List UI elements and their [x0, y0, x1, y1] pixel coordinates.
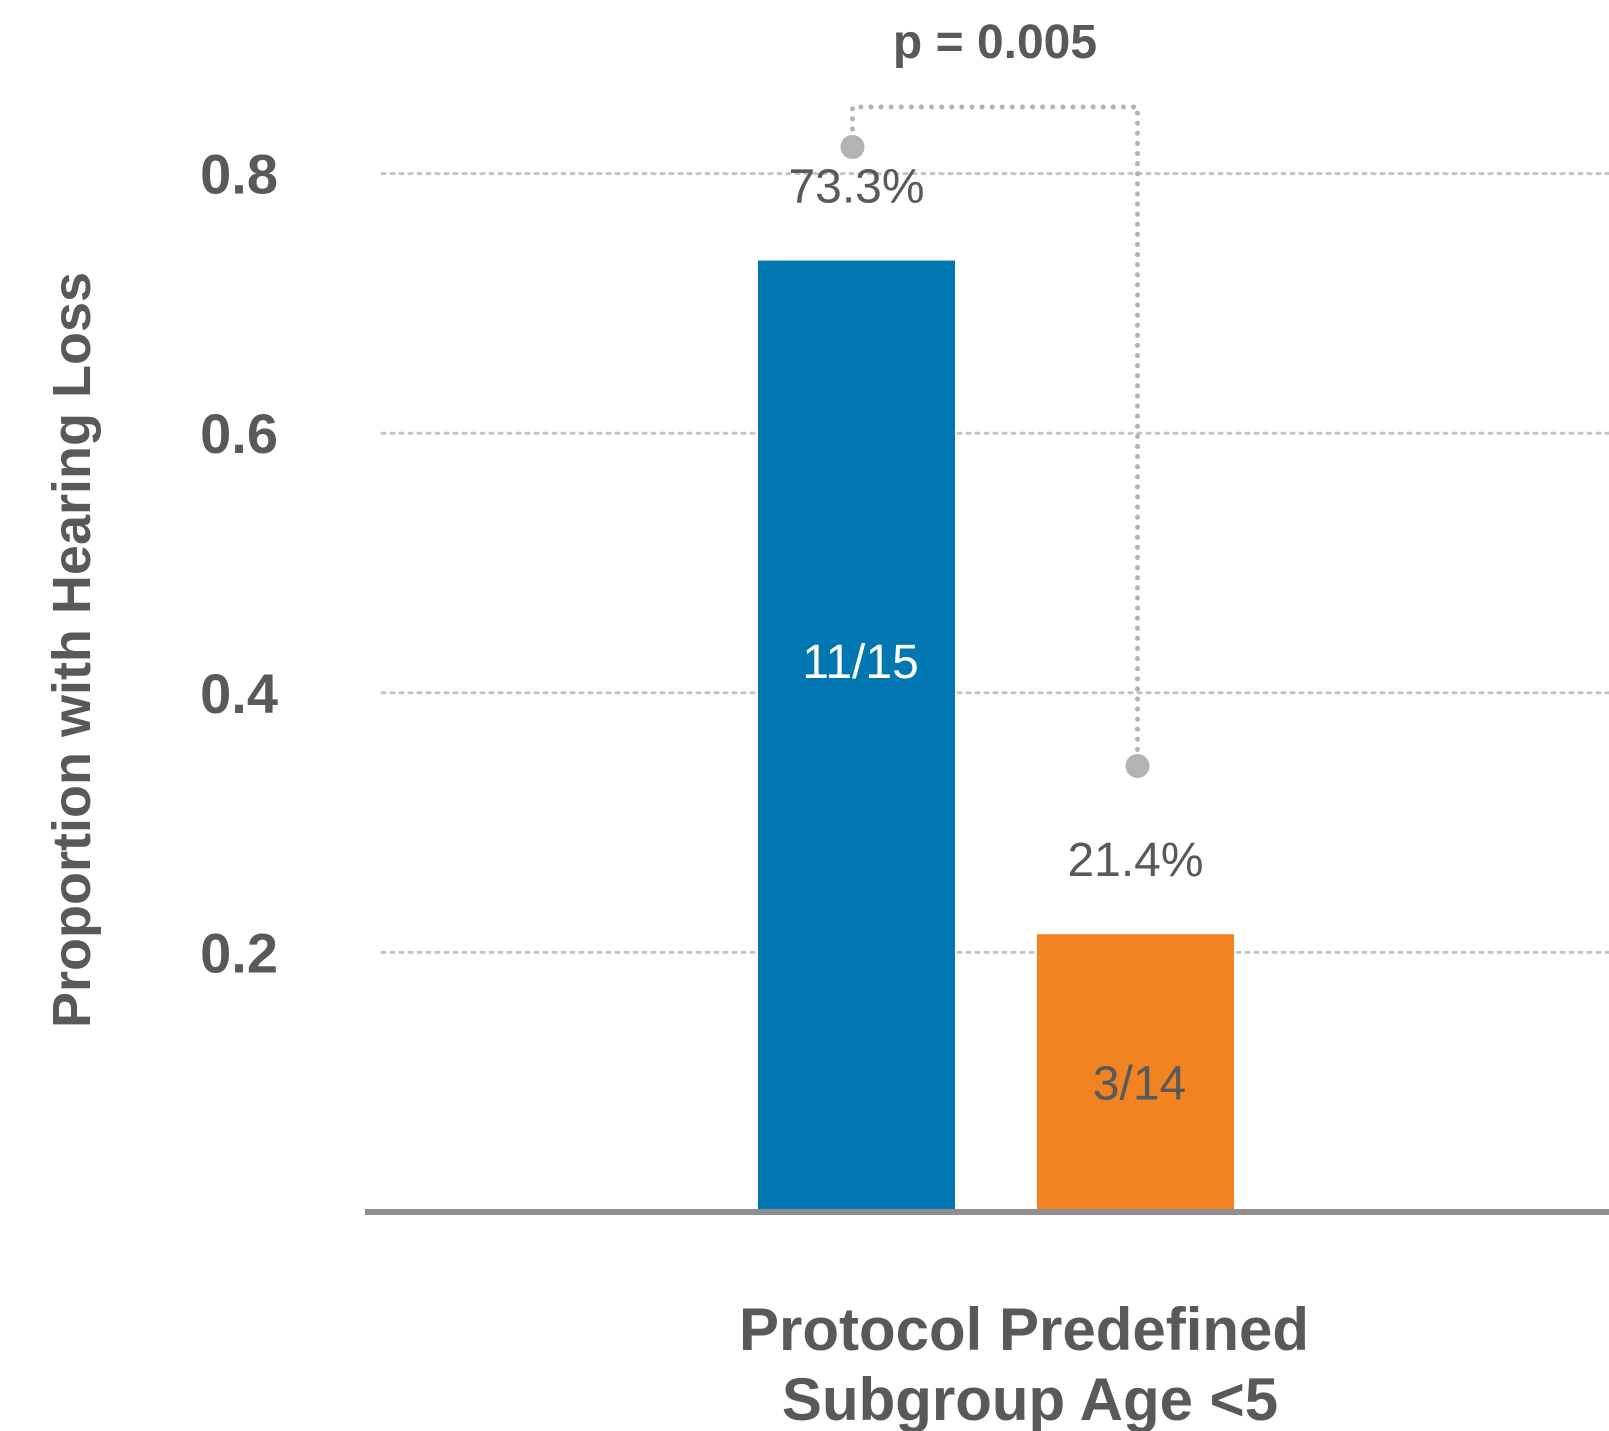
bar [758, 260, 955, 1212]
bar-value-label: 73.3% [788, 161, 924, 214]
y-tick-label: 0.8 [200, 143, 278, 206]
bracket-dot-right [1125, 754, 1150, 778]
category-label-line-1: Protocol Predefined [739, 1296, 1309, 1363]
category-label-line-2: Subgroup Age <5 [782, 1366, 1278, 1431]
significance-bracket: p = 0.005 [840, 16, 1150, 778]
y-tick-label: 0.4 [200, 662, 278, 725]
bar [1037, 934, 1234, 1212]
p-value-label: p = 0.005 [893, 16, 1097, 69]
bar-value-label: 21.4% [1067, 834, 1203, 887]
grid-lines [380, 172, 1609, 954]
y-tick-label: 0.2 [200, 921, 278, 984]
bar-count-label: 3/14 [1093, 1058, 1186, 1111]
y-axis-ticks: 0.2 0.4 0.6 0.8 [200, 143, 278, 985]
y-tick-label: 0.6 [200, 402, 278, 465]
bracket-line [850, 104, 1140, 753]
bracket-dot-left [840, 135, 865, 159]
bars: 73.3% 11/15 21.4% 3/14 [758, 161, 1234, 1212]
bar-count-label: 11/15 [802, 636, 919, 689]
y-axis-label: Proportion with Hearing Loss [42, 272, 102, 1028]
